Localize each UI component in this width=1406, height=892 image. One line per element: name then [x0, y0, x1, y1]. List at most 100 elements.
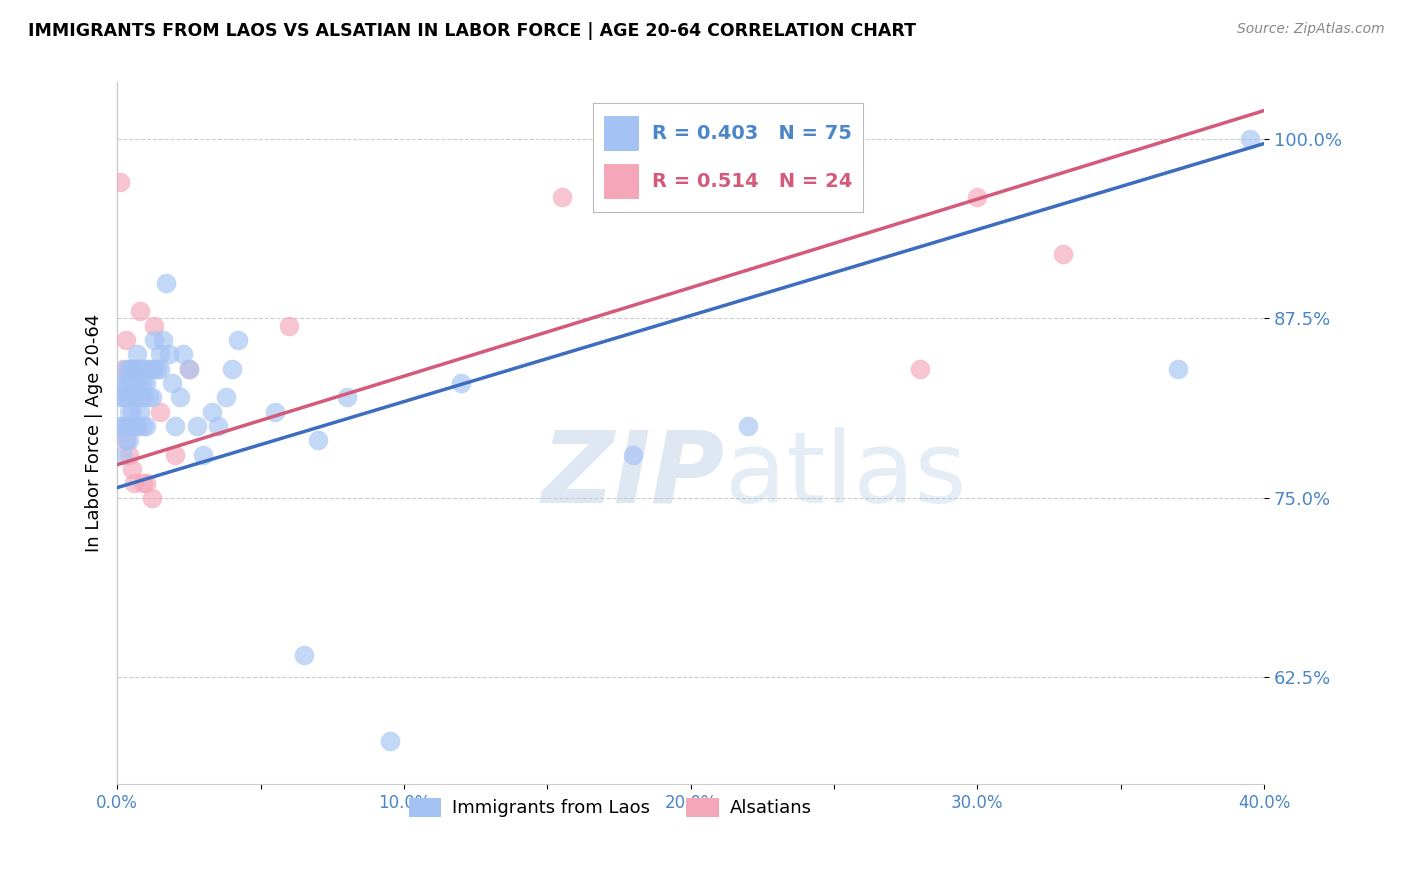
Point: [163, 419, 186, 434]
Point: [121, 390, 143, 404]
Point: [127, 419, 149, 434]
Point: [278, 318, 301, 333]
Point: [450, 376, 472, 390]
Point: [177, 361, 200, 376]
Text: atlas: atlas: [725, 426, 967, 524]
Point: [118, 434, 141, 448]
Point: [132, 390, 155, 404]
Point: [221, 361, 243, 376]
Point: [111, 376, 134, 390]
Point: [132, 419, 155, 434]
Point: [292, 648, 315, 663]
Point: [1239, 132, 1261, 146]
Point: [111, 390, 134, 404]
Point: [108, 390, 131, 404]
Point: [138, 390, 160, 404]
Point: [124, 390, 146, 404]
Legend: Immigrants from Laos, Alsatians: Immigrants from Laos, Alsatians: [402, 791, 818, 824]
Point: [143, 318, 166, 333]
Point: [118, 390, 141, 404]
Point: [143, 361, 166, 376]
Point: [114, 434, 136, 448]
Point: [121, 419, 143, 434]
Point: [207, 419, 229, 434]
Point: [118, 448, 141, 462]
Point: [135, 376, 157, 390]
Text: ZIP: ZIP: [543, 426, 725, 524]
Point: [118, 376, 141, 390]
Point: [135, 419, 157, 434]
Point: [160, 376, 183, 390]
Point: [264, 405, 287, 419]
Point: [114, 361, 136, 376]
Point: [127, 347, 149, 361]
Point: [143, 333, 166, 347]
Point: [114, 333, 136, 347]
Point: [169, 390, 191, 404]
Point: [146, 361, 169, 376]
Point: [1167, 361, 1189, 376]
Point: [114, 376, 136, 390]
Point: [129, 361, 152, 376]
Point: [111, 419, 134, 434]
Point: [129, 376, 152, 390]
Point: [621, 448, 644, 462]
Point: [135, 476, 157, 491]
Point: [335, 390, 357, 404]
Point: [163, 448, 186, 462]
Point: [132, 376, 155, 390]
Point: [141, 361, 163, 376]
Point: [1052, 247, 1074, 261]
Point: [118, 361, 141, 376]
Point: [141, 390, 163, 404]
Point: [149, 347, 172, 361]
Point: [177, 361, 200, 376]
Point: [124, 361, 146, 376]
Point: [737, 419, 759, 434]
Point: [121, 361, 143, 376]
Point: [149, 405, 172, 419]
Text: Source: ZipAtlas.com: Source: ZipAtlas.com: [1237, 22, 1385, 37]
Point: [157, 347, 180, 361]
Point: [111, 448, 134, 462]
Point: [135, 361, 157, 376]
Point: [129, 405, 152, 419]
Point: [111, 361, 134, 376]
Point: [121, 462, 143, 476]
Point: [378, 734, 401, 748]
Point: [215, 390, 238, 404]
Point: [141, 491, 163, 505]
Point: [127, 361, 149, 376]
Point: [127, 419, 149, 434]
Point: [114, 390, 136, 404]
Point: [172, 347, 194, 361]
Point: [966, 189, 988, 203]
Point: [124, 476, 146, 491]
Point: [193, 448, 215, 462]
Point: [152, 333, 174, 347]
Point: [307, 434, 329, 448]
Point: [908, 361, 931, 376]
Point: [121, 376, 143, 390]
Point: [118, 390, 141, 404]
Point: [201, 405, 224, 419]
Point: [114, 434, 136, 448]
Point: [121, 361, 143, 376]
Point: [127, 361, 149, 376]
Point: [132, 361, 155, 376]
Point: [129, 390, 152, 404]
Point: [186, 419, 208, 434]
Point: [108, 175, 131, 189]
Point: [129, 304, 152, 318]
Point: [127, 390, 149, 404]
Point: [155, 276, 177, 290]
Point: [127, 376, 149, 390]
Point: [226, 333, 249, 347]
Point: [121, 405, 143, 419]
Y-axis label: In Labor Force | Age 20-64: In Labor Force | Age 20-64: [86, 314, 103, 552]
Point: [550, 189, 572, 203]
Point: [118, 405, 141, 419]
Point: [132, 476, 155, 491]
Point: [138, 361, 160, 376]
Text: IMMIGRANTS FROM LAOS VS ALSATIAN IN LABOR FORCE | AGE 20-64 CORRELATION CHART: IMMIGRANTS FROM LAOS VS ALSATIAN IN LABO…: [28, 22, 917, 40]
